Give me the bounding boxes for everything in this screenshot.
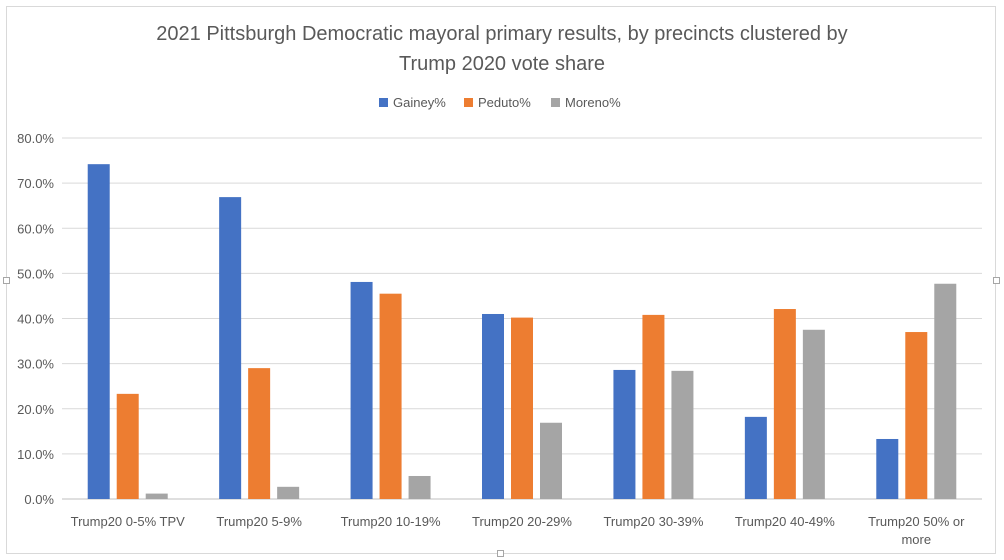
x-axis: Trump20 0-5% TPV Trump20 5-9% Trump20 10-1… [71,514,965,547]
bar-gainey-4[interactable] [613,369,636,499]
bar-gainey-1[interactable] [219,197,242,499]
bar-gainey-0[interactable] [87,164,110,500]
y-tick-label-6: 60.0% [17,221,54,236]
bar-peduto-2[interactable] [379,293,402,499]
bar-peduto-4[interactable] [642,314,665,499]
x-tick-label-2: Trump20 10-19% [341,514,441,529]
x-tick-label-0: Trump20 0-5% TPV [71,514,185,529]
bar-gainey-5[interactable] [744,416,767,499]
y-tick-label-1: 10.0% [17,447,54,462]
bar-moreno-2[interactable] [408,475,431,499]
legend-label-1: Peduto% [478,95,531,110]
bars [87,164,957,500]
chart-title: 2021 Pittsburgh Democratic mayoral prima… [156,23,847,75]
bar-peduto-6[interactable] [905,332,928,499]
legend-label-2: Moreno% [565,95,621,110]
legend-item-2[interactable]: Moreno% [551,95,621,110]
bar-peduto-3[interactable] [511,317,533,499]
bar-gainey-6[interactable] [876,438,899,499]
resize-handle-left[interactable] [3,277,10,284]
legend: Gainey% Peduto% Moreno% [379,95,621,110]
bar-gainey-2[interactable] [350,281,373,499]
y-tick-label-5: 50.0% [17,266,54,281]
x-tick-label-1: Trump20 5-9% [216,514,302,529]
legend-label-0: Gainey% [393,95,446,110]
bar-peduto-0[interactable] [116,393,139,499]
y-tick-label-8: 80.0% [17,131,54,146]
chart-title-line-1: Trump 2020 vote share [399,53,605,75]
legend-item-1[interactable]: Peduto% [464,95,531,110]
resize-handle-right[interactable] [993,277,1000,284]
y-tick-label-2: 20.0% [17,402,54,417]
bar-moreno-5[interactable] [802,329,825,499]
bar-moreno-3[interactable] [540,422,562,499]
legend-swatch-0 [379,98,388,107]
y-tick-label-3: 30.0% [17,357,54,372]
y-axis: 0.0% 10.0% 20.0% 30.0% 40.0% 50.0% 60.0% 70.0% 8… [17,131,54,507]
bar-peduto-5[interactable] [773,309,796,499]
bar-moreno-4[interactable] [671,370,694,499]
y-tick-label-4: 40.0% [17,312,54,327]
chart-title-line-0: 2021 Pittsburgh Democratic mayoral prima… [156,23,847,45]
y-tick-label-7: 70.0% [17,176,54,191]
bar-gainey-3[interactable] [482,313,504,499]
x-tick-label-6: Trump20 50% or more [868,514,965,547]
x-tick-label-4: Trump20 30-39% [603,514,703,529]
y-tick-label-0: 0.0% [24,492,54,507]
x-tick-label-5: Trump20 40-49% [735,514,835,529]
bar-moreno-6[interactable] [934,283,957,499]
x-tick-label-3: Trump20 20-29% [472,514,572,529]
resize-handle-bottom[interactable] [497,550,504,557]
bar-peduto-1[interactable] [248,368,271,499]
legend-item-0[interactable]: Gainey% [379,95,446,110]
bar-moreno-1[interactable] [277,486,300,499]
bar-moreno-0[interactable] [145,493,168,499]
legend-swatch-2 [551,98,560,107]
legend-swatch-1 [464,98,473,107]
